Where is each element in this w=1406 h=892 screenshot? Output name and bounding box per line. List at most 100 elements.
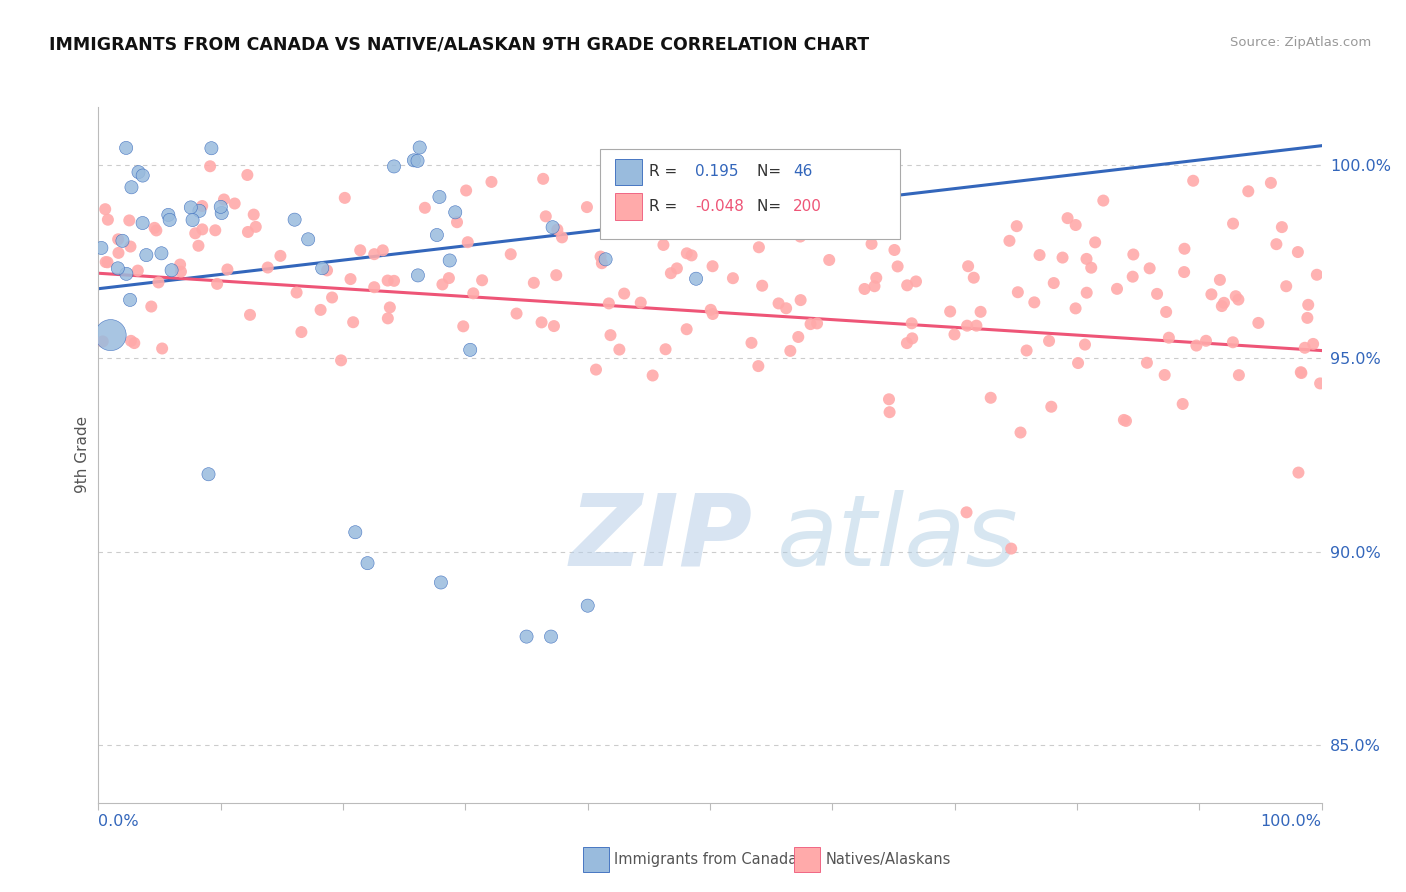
Point bbox=[541, 220, 564, 235]
Point bbox=[654, 343, 676, 357]
Point bbox=[94, 255, 117, 269]
Point bbox=[591, 256, 613, 270]
Point bbox=[377, 311, 399, 326]
Point bbox=[630, 295, 652, 310]
Point bbox=[184, 227, 207, 241]
Point bbox=[599, 328, 621, 343]
Point bbox=[1294, 341, 1316, 355]
Point bbox=[904, 275, 927, 289]
Point bbox=[107, 232, 129, 246]
Text: Immigrants from Canada: Immigrants from Canada bbox=[614, 853, 797, 867]
Text: N=: N= bbox=[756, 164, 786, 179]
Point bbox=[115, 267, 138, 281]
Point bbox=[94, 202, 117, 217]
Point bbox=[817, 184, 839, 198]
Point bbox=[1265, 237, 1288, 252]
Point bbox=[330, 353, 353, 368]
Point bbox=[200, 141, 222, 155]
Point bbox=[699, 302, 721, 317]
Point bbox=[115, 141, 138, 155]
FancyBboxPatch shape bbox=[600, 149, 900, 239]
Point bbox=[860, 236, 883, 251]
Point bbox=[768, 296, 790, 310]
Point bbox=[865, 270, 887, 285]
Point bbox=[107, 246, 129, 260]
Bar bbox=[614, 194, 641, 219]
Point bbox=[530, 315, 553, 329]
Point bbox=[606, 223, 628, 237]
Point bbox=[853, 282, 876, 296]
Point bbox=[1139, 261, 1161, 276]
Point bbox=[1076, 285, 1098, 300]
Point bbox=[675, 246, 697, 260]
Point bbox=[363, 247, 385, 261]
Point bbox=[806, 317, 828, 331]
Point bbox=[534, 210, 557, 224]
Point bbox=[1289, 365, 1312, 379]
Point bbox=[204, 223, 226, 237]
Text: IMMIGRANTS FROM CANADA VS NATIVE/ALASKAN 9TH GRADE CORRELATION CHART: IMMIGRANTS FROM CANADA VS NATIVE/ALASKAN… bbox=[49, 36, 869, 54]
Point bbox=[543, 319, 565, 334]
Point bbox=[702, 307, 724, 321]
Point bbox=[377, 274, 399, 288]
Point bbox=[789, 293, 811, 307]
Bar bbox=[614, 159, 641, 185]
Point bbox=[141, 300, 163, 314]
Point bbox=[256, 260, 278, 275]
Point bbox=[883, 243, 905, 257]
Point bbox=[886, 260, 908, 274]
Y-axis label: 9th Grade: 9th Grade bbox=[75, 417, 90, 493]
Point bbox=[159, 213, 181, 227]
Text: 0.195: 0.195 bbox=[696, 164, 738, 179]
Point bbox=[1271, 220, 1294, 235]
Point bbox=[131, 216, 153, 230]
Point bbox=[751, 278, 773, 293]
Point bbox=[1015, 343, 1038, 358]
Point bbox=[458, 343, 481, 357]
Point bbox=[321, 291, 343, 305]
Text: Natives/Alaskans: Natives/Alaskans bbox=[825, 853, 950, 867]
Point bbox=[402, 153, 425, 168]
Point bbox=[284, 212, 307, 227]
Point bbox=[128, 165, 150, 179]
Point bbox=[900, 316, 922, 330]
Point bbox=[187, 239, 209, 253]
Point bbox=[451, 319, 474, 334]
Point bbox=[896, 336, 918, 351]
Point bbox=[1007, 285, 1029, 300]
Point bbox=[955, 505, 977, 519]
Point bbox=[121, 180, 143, 194]
Point bbox=[623, 211, 645, 225]
Point bbox=[740, 335, 762, 350]
Text: 100.0%: 100.0% bbox=[1261, 814, 1322, 830]
Point bbox=[1084, 235, 1107, 250]
Point bbox=[160, 263, 183, 277]
Point bbox=[120, 334, 142, 348]
Point bbox=[1038, 334, 1060, 348]
Point bbox=[143, 220, 166, 235]
Point bbox=[135, 248, 157, 262]
Point bbox=[211, 206, 233, 220]
Point bbox=[406, 153, 429, 168]
Point bbox=[901, 331, 924, 345]
Point bbox=[1028, 248, 1050, 262]
Point bbox=[652, 238, 675, 252]
Point bbox=[1275, 279, 1298, 293]
Point bbox=[1286, 245, 1309, 260]
Point bbox=[333, 191, 356, 205]
Point bbox=[969, 305, 991, 319]
Point bbox=[818, 252, 841, 267]
Point bbox=[1182, 174, 1205, 188]
Point bbox=[1074, 337, 1097, 351]
Point bbox=[444, 205, 467, 219]
Point bbox=[1052, 251, 1074, 265]
Point bbox=[595, 252, 617, 267]
Point bbox=[96, 255, 118, 269]
Point bbox=[775, 301, 797, 316]
Point bbox=[613, 286, 636, 301]
Point bbox=[1247, 316, 1270, 330]
Point bbox=[877, 392, 900, 407]
Point bbox=[1080, 260, 1102, 275]
Point bbox=[1064, 218, 1087, 232]
Point bbox=[779, 343, 801, 358]
